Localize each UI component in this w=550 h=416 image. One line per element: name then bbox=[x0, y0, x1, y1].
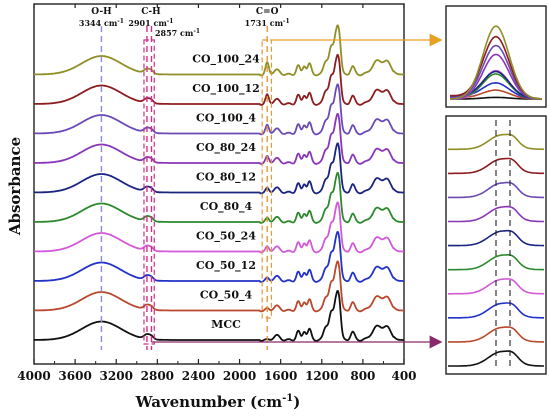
series-label: CO_100_24 bbox=[192, 53, 260, 67]
inset-arrows bbox=[151, 33, 443, 349]
series-line-co-50-24 bbox=[33, 201, 404, 254]
series-line-co-50-4 bbox=[33, 260, 404, 313]
series-line-co-50-12 bbox=[33, 230, 404, 283]
carbonyl-region-box bbox=[261, 39, 273, 319]
inset-top-frame bbox=[445, 5, 547, 108]
x-axis-label-main: Wavenumber (cm bbox=[135, 393, 283, 411]
x-axis-label: Wavenumber (cm-1) bbox=[135, 393, 301, 411]
x-tick-label: 800 bbox=[350, 369, 375, 383]
series-line-co-100-12 bbox=[33, 53, 404, 106]
series-label: CO_80_4 bbox=[200, 200, 253, 214]
band-wavenumber: 3344 cm-1 bbox=[79, 18, 124, 28]
inset-bottom-curve bbox=[448, 205, 544, 223]
series-label-layer: MCC CO_50_4 CO_50_12 CO_50_24 CO_80_4 CO_80_1… bbox=[192, 53, 260, 332]
x-tick-label: 400 bbox=[391, 369, 416, 383]
x-tick-label: 3200 bbox=[100, 369, 133, 383]
x-tick-label: 3600 bbox=[58, 369, 91, 383]
series-line-co-100-24 bbox=[33, 24, 404, 77]
series-label: CO_100_12 bbox=[192, 82, 260, 96]
band-label: C-H bbox=[141, 7, 161, 17]
series-label: CO_50_24 bbox=[196, 230, 256, 244]
x-tick-label: 1600 bbox=[264, 369, 297, 383]
series-label: CO_80_12 bbox=[196, 171, 256, 185]
series-label: CO_50_4 bbox=[200, 289, 253, 303]
series-line-co-100-4 bbox=[33, 83, 404, 136]
inset-ch bbox=[445, 115, 547, 375]
band-wavenumber: 1731 cm-1 bbox=[245, 18, 290, 28]
band-label: C=O bbox=[256, 7, 279, 17]
ch-region-box bbox=[143, 39, 155, 345]
series-layer bbox=[33, 24, 404, 342]
x-tick-label: 1200 bbox=[305, 369, 338, 383]
band-label: O-H bbox=[91, 7, 112, 17]
series-label: MCC bbox=[211, 318, 241, 331]
band-wavenumber: 2901 cm-1 bbox=[128, 18, 173, 28]
y-axis-label: Absorbance bbox=[6, 137, 24, 236]
x-tick-label: 2000 bbox=[223, 369, 256, 383]
inset-carbonyl bbox=[445, 5, 547, 108]
x-axis-label-close: ) bbox=[293, 393, 300, 411]
inset-bottom-curve bbox=[448, 254, 545, 271]
x-tick-label: 2800 bbox=[141, 369, 174, 383]
series-label: CO_100_4 bbox=[196, 112, 256, 126]
x-axis-label-sup: -1 bbox=[282, 393, 293, 404]
inset-bottom-curve bbox=[448, 326, 544, 343]
inset-bottom-curve bbox=[448, 133, 545, 151]
x-tick-label: 2400 bbox=[182, 369, 215, 383]
series-label: CO_80_24 bbox=[196, 141, 256, 155]
x-tick-label: 4000 bbox=[17, 369, 50, 383]
series-label: CO_50_12 bbox=[196, 259, 256, 273]
inset-top-curve bbox=[449, 25, 543, 100]
series-line-co-80-12 bbox=[33, 142, 404, 195]
series-line-co-80-4 bbox=[33, 171, 404, 224]
x-axis: 4000 3600 3200 2800 2400 2000 1600 1200 800 400 bbox=[17, 4, 417, 383]
band-wavenumber: 2857 cm-1 bbox=[155, 28, 200, 38]
series-line-mcc bbox=[33, 289, 404, 342]
series-line-co-80-24 bbox=[33, 112, 404, 165]
